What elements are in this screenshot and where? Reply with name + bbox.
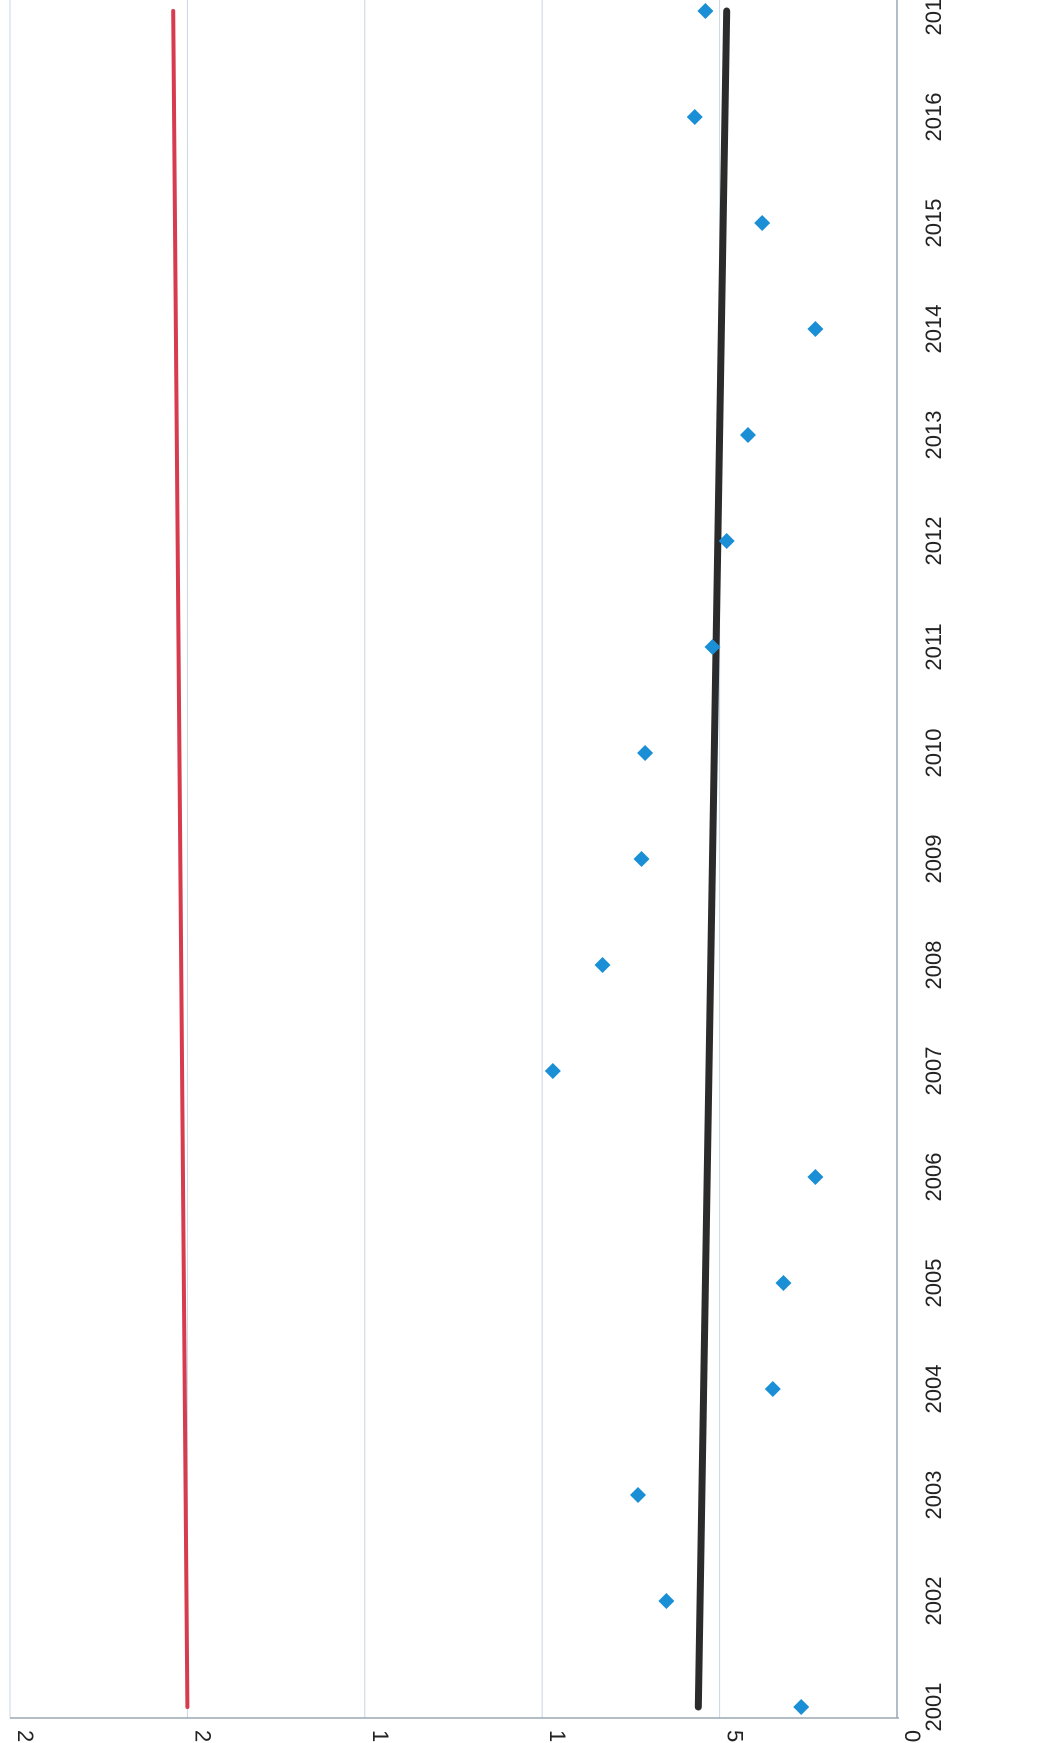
year-tick-label-2010: 2010 <box>921 729 946 778</box>
data-point-2012 <box>718 533 735 549</box>
value-tick-label-20: 20 <box>190 1730 215 1743</box>
data-point-2005 <box>775 1275 792 1291</box>
data-point-2008 <box>594 957 611 973</box>
data-point-2003 <box>629 1487 646 1503</box>
line-layer <box>171 7 731 1711</box>
data-point-2006 <box>807 1169 824 1185</box>
year-tick-label-2009: 2009 <box>921 835 946 884</box>
data-point-2001 <box>793 1699 810 1715</box>
label-layer: 0 5 10 15 20 25 2001 2002 2003 2004 2005 2006 2007 20… <box>13 0 946 1743</box>
data-point-2014 <box>807 321 824 337</box>
data-point-2015 <box>754 215 771 231</box>
data-point-2016 <box>686 109 703 125</box>
data-point-2002 <box>658 1593 675 1609</box>
data-point-2013 <box>739 427 756 443</box>
year-tick-label-2004: 2004 <box>921 1365 946 1414</box>
year-tick-label-2001: 2001 <box>921 1683 946 1732</box>
year-tick-label-2012: 2012 <box>921 517 946 566</box>
year-tick-label-2006: 2006 <box>921 1153 946 1202</box>
year-tick-label-2013: 2013 <box>921 411 946 460</box>
data-point-2007 <box>544 1063 561 1079</box>
data-point-2004 <box>764 1381 781 1397</box>
year-tick-label-2015: 2015 <box>921 199 946 248</box>
year-tick-label-2002: 2002 <box>921 1577 946 1626</box>
year-tick-label-2014: 2014 <box>921 305 946 354</box>
value-tick-label-25: 25 <box>13 1730 38 1743</box>
value-tick-label-5: 5 <box>723 1730 748 1742</box>
year-tick-label-2008: 2008 <box>921 941 946 990</box>
year-tick-label-2017: 2017 <box>921 0 946 35</box>
year-tick-label-2016: 2016 <box>921 93 946 142</box>
data-point-2011 <box>704 639 721 655</box>
trend-line <box>694 7 731 1711</box>
value-tick-label-15: 15 <box>368 1730 393 1743</box>
value-tick-label-10: 10 <box>545 1730 570 1743</box>
point-layer <box>544 3 824 1715</box>
value-tick-label-0: 0 <box>900 1730 925 1742</box>
data-point-2009 <box>633 851 650 867</box>
reference-line <box>171 9 190 1709</box>
year-tick-label-2005: 2005 <box>921 1259 946 1308</box>
year-tick-label-2007: 2007 <box>921 1047 946 1096</box>
year-tick-label-2003: 2003 <box>921 1471 946 1520</box>
data-point-2010 <box>637 745 654 761</box>
year-tick-label-2011: 2011 <box>921 623 946 670</box>
grid-layer <box>9 0 898 1718</box>
data-point-2017 <box>697 3 714 19</box>
